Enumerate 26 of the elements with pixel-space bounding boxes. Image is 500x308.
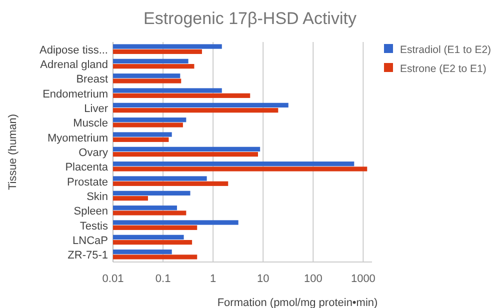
y-tick-label: Endometrium <box>42 88 108 100</box>
y-tick-label: Testis <box>80 220 108 232</box>
y-axis-title: Tissue (human) <box>7 114 19 190</box>
x-tick-label: 10 <box>256 273 270 285</box>
y-tick-label: Muscle <box>73 118 108 130</box>
y-tick-label: Adipose tiss... <box>40 44 108 56</box>
y-tick-label: Adrenal gland <box>40 59 108 71</box>
x-axis-title: Formation (pmol/mg protein•min) <box>217 297 378 308</box>
legend-label: Estradiol (E1 to E2) <box>400 44 492 56</box>
y-tick-label: Ovary <box>78 147 108 159</box>
x-tick-label: 1000 <box>350 273 376 285</box>
y-tick-label: Prostate <box>67 176 108 188</box>
x-tick-label: 0.1 <box>155 273 171 285</box>
y-tick-label: LNCaP <box>72 235 108 247</box>
y-tick-label: ZR-75-1 <box>68 250 108 262</box>
chart-title: Estrogenic 17β-HSD Activity <box>144 9 357 28</box>
y-tick-label: Spleen <box>74 206 108 218</box>
x-tick-label: 0.01 <box>102 273 124 285</box>
x-tick-label: 1 <box>210 273 216 285</box>
legend-label: Estrone (E2 to E1) <box>400 63 486 75</box>
y-tick-label: Skin <box>86 191 108 203</box>
y-tick-label: Placenta <box>65 162 109 174</box>
y-tick-label: Myometrium <box>47 132 108 144</box>
y-tick-label: Liver <box>84 103 108 115</box>
y-tick-label: Breast <box>76 74 108 86</box>
x-tick-label: 100 <box>304 273 322 285</box>
